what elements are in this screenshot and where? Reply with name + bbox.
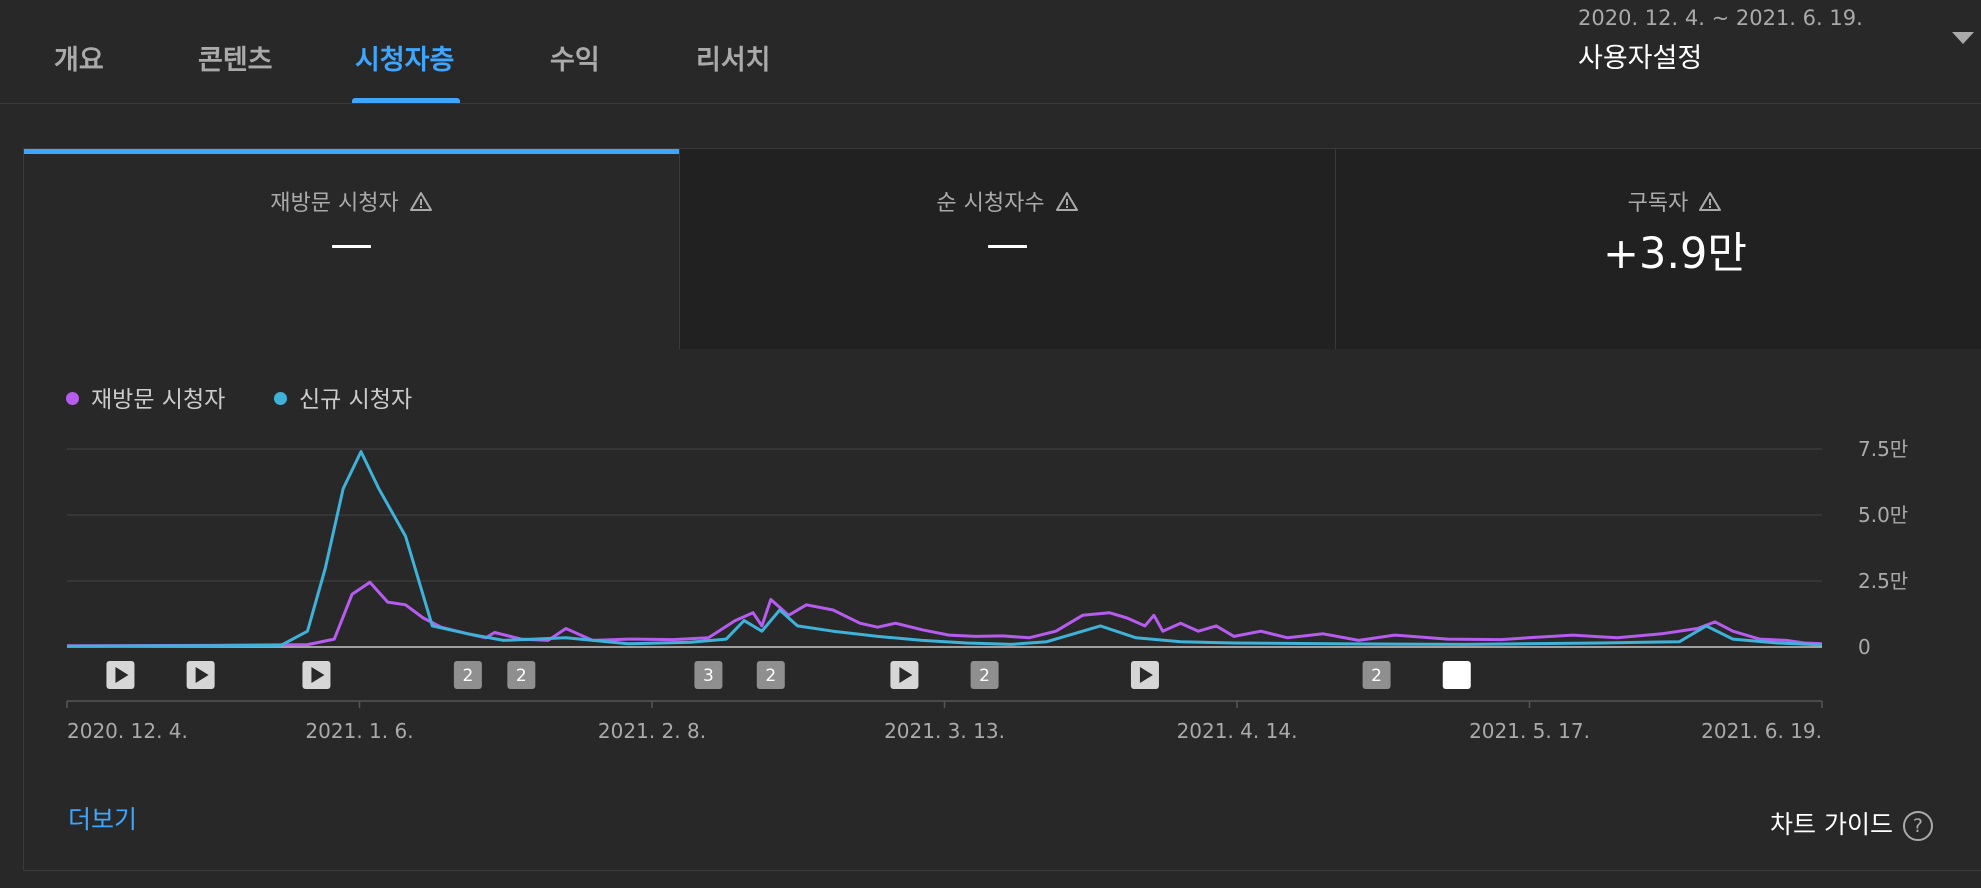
help-icon: ?	[1902, 811, 1933, 841]
top-tab-bar: 개요 콘텐츠 시청자층 수익 리서치 2020. 12. 4. ~ 2021. …	[0, 0, 1981, 104]
legend-item-new[interactable]: 신규 시청자	[274, 380, 412, 414]
metric-title-returning: 재방문 시청자	[270, 191, 399, 216]
tab-audience[interactable]: 시청자층	[355, 45, 455, 76]
tab-research[interactable]: 리서치	[696, 45, 771, 76]
legend-label-returning: 재방문 시청자	[91, 387, 226, 413]
legend-label-new: 신규 시청자	[299, 387, 413, 413]
warning-icon	[409, 191, 433, 218]
tab-overview[interactable]: 개요	[54, 45, 104, 76]
date-range-label[interactable]: 사용자설정	[1578, 43, 1703, 74]
legend-dot	[66, 392, 79, 405]
metric-title-subscribers: 구독자	[1627, 191, 1689, 216]
legend-dot	[274, 392, 287, 405]
dropdown-arrow-icon[interactable]	[1952, 32, 1974, 44]
metric-title-wrapper: 재방문 시청자	[24, 185, 679, 218]
metric-value-subscribers: +3.9만	[1603, 229, 1747, 279]
tab-revenue[interactable]: 수익	[550, 45, 600, 76]
metric-tab-subscribers[interactable]: 구독자 +3.9만	[1335, 149, 1981, 349]
metric-value-returning: —	[330, 219, 373, 269]
warning-icon	[1055, 191, 1079, 218]
metric-tab-unique-viewers[interactable]: 순 시청자수 —	[679, 149, 1335, 349]
audience-chart-card: 재방문 시청자 — 순 시청자수 — 구독자 +3.9만	[23, 148, 1981, 871]
warning-icon	[1698, 191, 1722, 218]
selected-metric-indicator	[24, 149, 679, 154]
legend-item-returning[interactable]: 재방문 시청자	[66, 380, 225, 414]
metric-title-wrapper: 구독자	[1336, 185, 1981, 218]
active-tab-indicator	[352, 98, 460, 103]
metric-tab-returning-viewers[interactable]: 재방문 시청자 —	[24, 149, 679, 349]
date-range-text[interactable]: 2020. 12. 4. ~ 2021. 6. 19.	[1578, 6, 1863, 30]
chart-guide-button[interactable]: 차트 가이드?	[1770, 805, 1933, 841]
metric-value-unique: —	[986, 219, 1029, 269]
metric-title-unique: 순 시청자수	[936, 191, 1045, 216]
chart-guide-label: 차트 가이드	[1770, 810, 1893, 839]
tab-content[interactable]: 콘텐츠	[198, 45, 273, 76]
metric-title-wrapper: 순 시청자수	[680, 185, 1335, 218]
more-link[interactable]: 더보기	[68, 805, 138, 834]
